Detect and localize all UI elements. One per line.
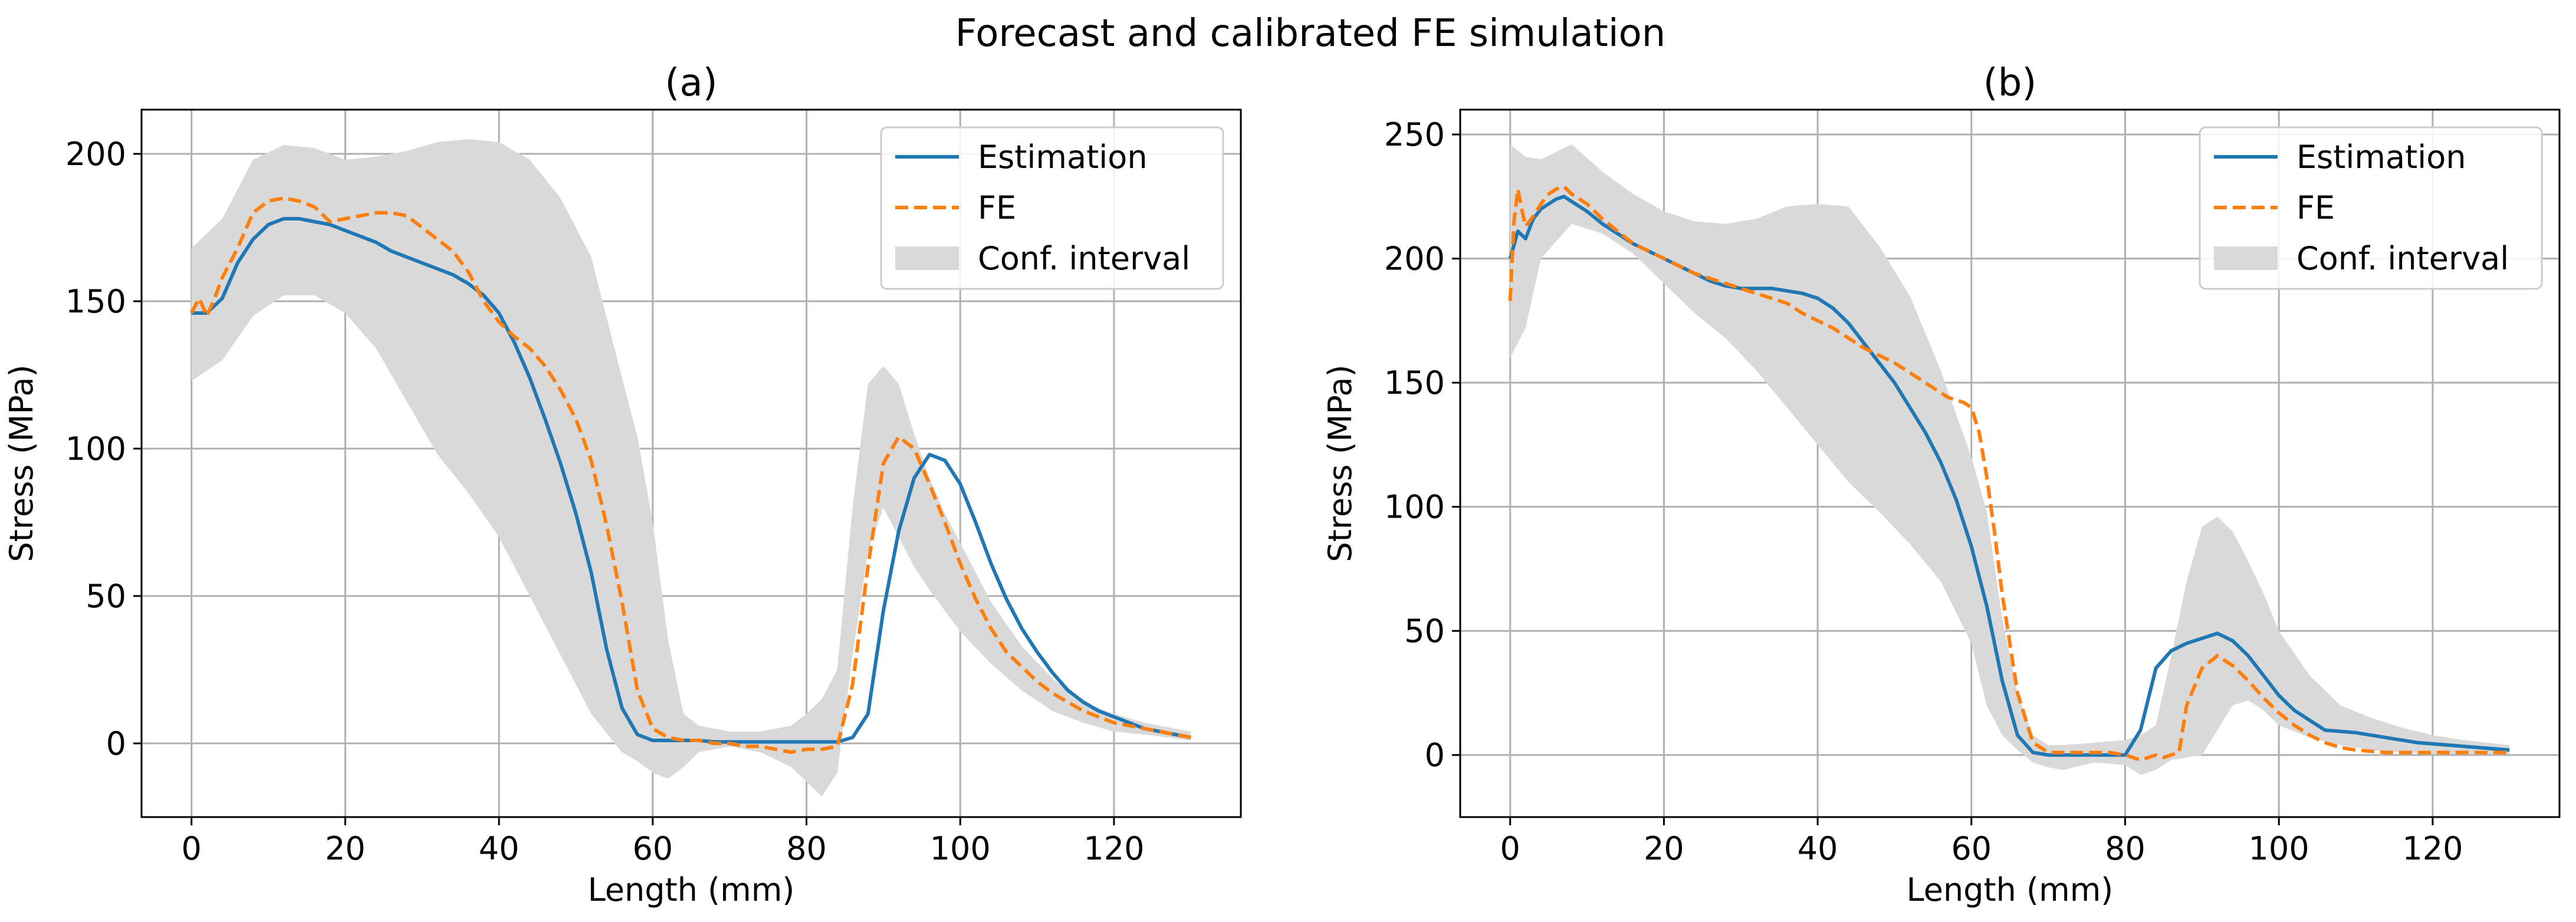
- x-tick-label: 100: [930, 830, 991, 867]
- legend-conf-swatch: [895, 246, 959, 270]
- x-axis-label: Length (mm): [588, 871, 795, 908]
- x-tick-label: 100: [2249, 830, 2309, 867]
- y-tick-label: 200: [1384, 241, 1445, 278]
- legend-box: [880, 126, 1224, 290]
- plot-area: [190, 139, 1191, 796]
- y-axis-label: Stress (MPa): [1322, 364, 1359, 562]
- confidence-band: [191, 139, 1191, 796]
- legend-fe-label: FE: [2296, 189, 2335, 226]
- fe-series-line: [1508, 185, 2510, 762]
- y-tick-label: 50: [1404, 613, 1445, 650]
- x-tick-label: 80: [2105, 830, 2145, 867]
- x-tick-label: 120: [2402, 830, 2463, 867]
- legend-conf-label: Conf. interval: [978, 240, 1190, 277]
- x-tick-label: 0: [1500, 830, 1520, 867]
- x-tick-label: 60: [1951, 830, 1992, 867]
- legend-fe-label: FE: [978, 189, 1016, 226]
- legend-estimation-label: Estimation: [978, 139, 1148, 176]
- y-tick-label: 0: [1425, 737, 1445, 774]
- plot-frame: [140, 108, 1242, 818]
- x-tick-label: 120: [1083, 830, 1144, 867]
- confidence-band: [1510, 144, 2510, 775]
- legend-conf-swatch: [2214, 246, 2278, 270]
- y-tick-label: 200: [65, 136, 126, 173]
- plot-frame: [1459, 108, 2561, 818]
- y-tick-label: 150: [65, 283, 126, 320]
- chart-panel-a: (a) 0 20 40 60 80 100 120 0 50 100 150 200 Length (mm…: [3, 61, 1242, 908]
- x-axis-label: Length (mm): [1907, 871, 2114, 908]
- legend-conf-label: Conf. interval: [2296, 240, 2509, 277]
- fe-series-line: [190, 196, 1191, 754]
- figure-suptitle: Forecast and calibrated FE simulation: [955, 12, 1666, 55]
- y-tick-label: 250: [1384, 116, 1445, 153]
- x-tick-label: 0: [182, 830, 202, 867]
- y-tick-label: 100: [1384, 489, 1445, 526]
- legend-box: [2199, 126, 2543, 290]
- x-tick-label: 20: [325, 830, 366, 867]
- x-tick-label: 80: [786, 830, 827, 867]
- chart-panel-b: (b) 0 20 40 60 80 100 120 0 50 100 150 200 250 Length …: [1322, 61, 2561, 908]
- y-tick-label: 0: [106, 725, 126, 762]
- x-tick-label: 40: [1798, 830, 1838, 867]
- y-tick-label: 100: [65, 430, 126, 467]
- estimation-series-line: [1508, 195, 2510, 757]
- y-tick-label: 50: [86, 578, 126, 615]
- legend-estimation-label: Estimation: [2296, 139, 2466, 176]
- x-tick-label: 60: [632, 830, 673, 867]
- panel-title: (a): [665, 61, 717, 105]
- plot-area: [1508, 144, 2510, 775]
- x-tick-label: 20: [1644, 830, 1684, 867]
- x-tick-label: 40: [479, 830, 520, 867]
- y-tick-label: 150: [1384, 364, 1445, 401]
- panel-title: (b): [1983, 61, 2037, 105]
- y-axis-label: Stress (MPa): [3, 364, 40, 562]
